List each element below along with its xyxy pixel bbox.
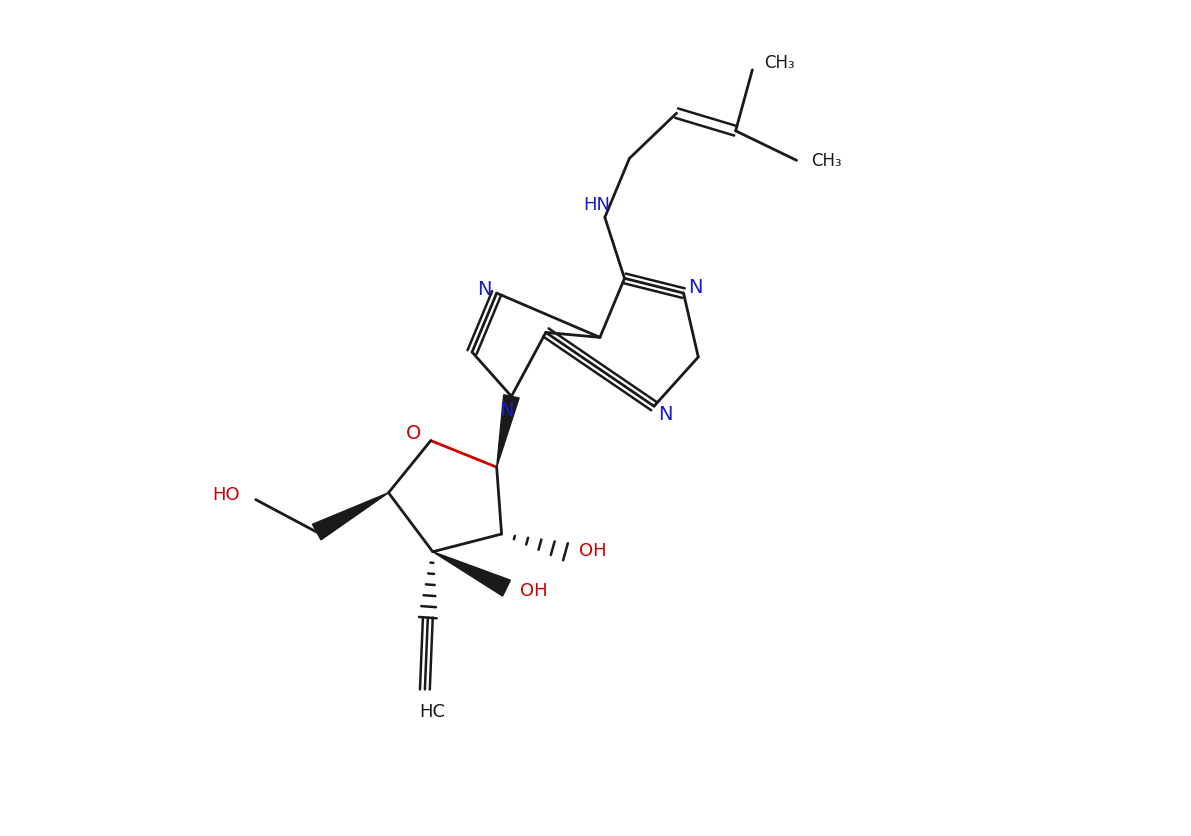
Text: N: N: [659, 404, 673, 423]
Text: OH: OH: [520, 581, 548, 599]
Text: HC: HC: [419, 702, 445, 720]
Text: HO: HO: [212, 485, 241, 503]
Polygon shape: [312, 493, 388, 540]
Text: N: N: [688, 278, 703, 296]
Text: OH: OH: [579, 541, 607, 559]
Text: N: N: [476, 279, 491, 298]
Text: CH₃: CH₃: [765, 54, 796, 72]
Text: N: N: [499, 400, 513, 419]
Text: CH₃: CH₃: [811, 152, 841, 171]
Text: O: O: [405, 424, 420, 443]
Polygon shape: [432, 552, 511, 596]
Text: HN: HN: [584, 196, 611, 213]
Polygon shape: [497, 395, 519, 467]
